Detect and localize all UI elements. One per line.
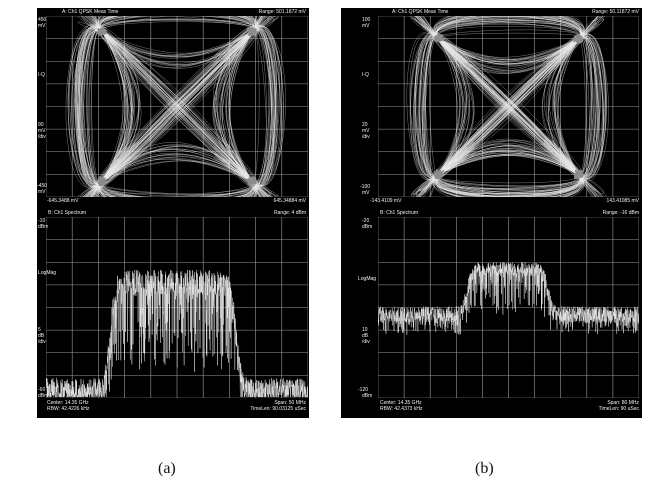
- caption-a: (a): [158, 460, 176, 477]
- spec-y-top-unit-b: dBm: [362, 224, 373, 230]
- y-bot-unit-b: mV: [362, 190, 370, 196]
- spec-center-b: Center: 14.35 GHz: [380, 400, 422, 406]
- x-left-label-b: -143.4109 mV: [370, 198, 402, 204]
- y-top-unit-b: mV: [362, 23, 370, 29]
- y-top-unit-a: mV: [38, 23, 46, 29]
- y-div-unit1-a: mV: [38, 128, 46, 134]
- symbol-cluster: [246, 27, 257, 37]
- spec-y-div-label-a: 5: [38, 327, 41, 333]
- spectrum-trace: [378, 262, 639, 335]
- symbol-cluster: [97, 25, 107, 36]
- spec-y-div-unit1-b: dB: [362, 333, 369, 339]
- constellation-range-a: Range: 501.1872 mV: [258, 9, 306, 15]
- y-bot-label-b: -100: [360, 184, 371, 190]
- constellation-range-b: Range: 50.11872 mV: [592, 9, 639, 15]
- symbol-cluster: [247, 176, 257, 187]
- constellation-header-a: A: Ch1 QPSK Meas Time: [62, 9, 119, 15]
- constellation-plot-a: [46, 16, 308, 197]
- constellation-plot-b: [378, 16, 639, 197]
- plot-cb-svg: [378, 16, 639, 197]
- symbol-cluster: [573, 34, 584, 44]
- y-top-label-a: 450: [38, 17, 47, 23]
- spec-span-a: Span: 50 MHz: [274, 400, 306, 406]
- y-div-unit2-a: /div: [38, 134, 46, 140]
- spec-timelen-a: TimeLen: 90.03125 uSec: [250, 406, 306, 412]
- y-bot-label-a: -450: [37, 183, 48, 189]
- spectrum-trace: [46, 269, 308, 398]
- caption-b: (b): [475, 460, 494, 477]
- spec-y-top-label-a: -10: [38, 218, 46, 224]
- spec-y-div-label-b: 10: [362, 327, 368, 333]
- x-left-label-a: -645.3488 mV: [47, 198, 79, 204]
- spectrum-header-b: B: Ch1 Spectrum: [380, 210, 419, 216]
- plot-sa-svg: [46, 217, 308, 398]
- spec-center-a: Center: 14.35 GHz: [47, 400, 89, 406]
- spec-y-top-unit-a: dBm: [38, 224, 49, 230]
- plot-sb-svg: [378, 217, 639, 398]
- y-mid-label-b: I-Q: [362, 72, 369, 78]
- x-right-label-b: 143.41085 mV: [606, 198, 639, 204]
- spec-y-div-unit2-a: /div: [38, 339, 46, 345]
- spec-y-bot-unit-a: dBm: [38, 393, 49, 399]
- spectrum-plot-a: [46, 217, 308, 398]
- spec-y-bot-label-a: -60: [38, 387, 46, 393]
- y-mid-label-a: I-Q: [38, 72, 45, 78]
- spectrum-range-a: Range: 4 dBm: [274, 210, 306, 216]
- spec-y-div-unit2-b: /div: [362, 339, 370, 345]
- y-top-label-b: 100: [362, 17, 371, 23]
- spec-y-div-unit1-a: dB: [38, 333, 45, 339]
- spectrum-range-b: Range: -16 dBm: [602, 210, 639, 216]
- spec-rbw-b: RBW: 42.4373 kHz: [380, 406, 423, 412]
- y-div-unit1-b: mV: [362, 128, 370, 134]
- spec-y-mid-label-b: LogMag: [358, 276, 377, 282]
- spec-timelen-b: TimeLen: 90 uSec: [598, 406, 639, 412]
- spec-y-bot-unit-b: dBm: [362, 393, 373, 399]
- spec-y-mid-label-a: LogMag: [38, 270, 57, 276]
- symbol-cluster: [97, 176, 107, 187]
- spec-span-b: Span: 80 MHz: [607, 400, 639, 406]
- symbol-cluster: [433, 34, 444, 43]
- plot-ca-svg: [46, 16, 308, 197]
- constellation-header-b: A: Ch1 QPSK Meas Time: [392, 9, 449, 15]
- y-div-unit2-b: /div: [362, 134, 370, 140]
- symbol-cluster: [433, 168, 445, 180]
- x-right-label-a: 645.34884 mV: [273, 198, 306, 204]
- spec-y-top-label-b: -20: [362, 218, 370, 224]
- spec-rbw-a: RBW: 42.4226 kHz: [47, 406, 90, 412]
- spectrum-plot-b: [378, 217, 639, 398]
- symbol-cluster: [574, 169, 584, 180]
- y-div-label-b: 20: [362, 122, 368, 128]
- spectrum-header-a: B: Ch1 Spectrum: [48, 210, 87, 216]
- spec-y-bot-label-b: -120: [358, 387, 369, 393]
- y-div-label-a: 90: [38, 122, 44, 128]
- y-bot-unit-a: mV: [38, 189, 46, 195]
